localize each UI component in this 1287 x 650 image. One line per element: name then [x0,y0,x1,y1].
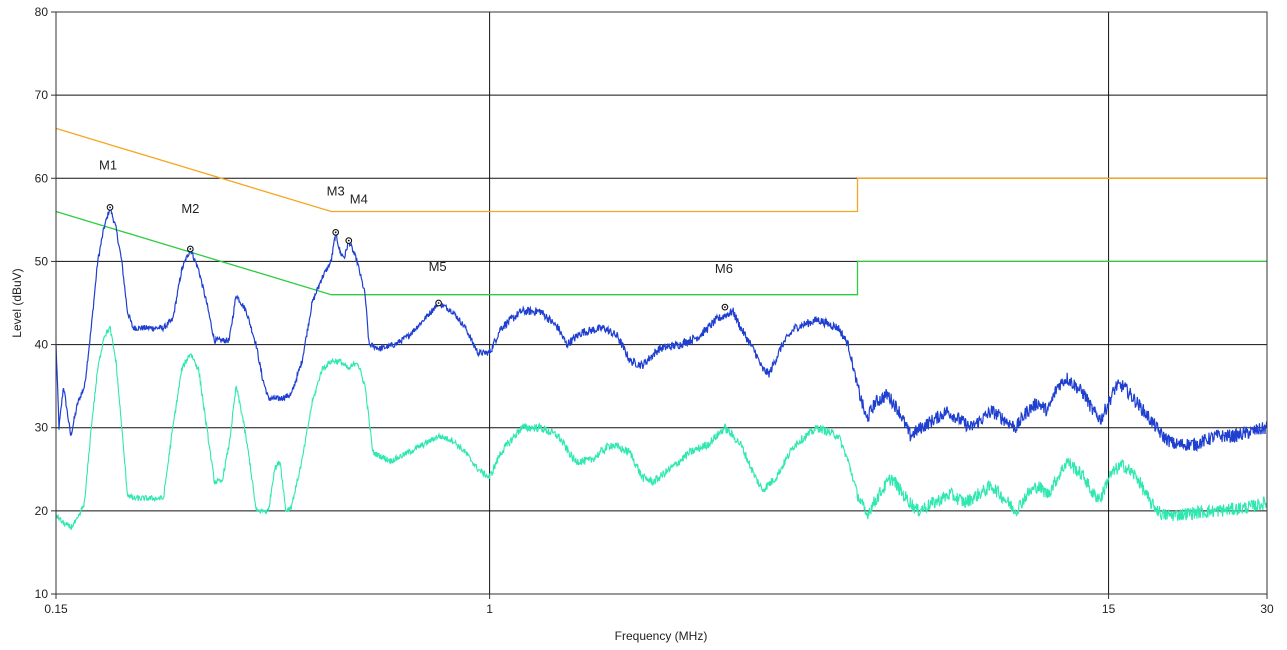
x-axis-label: Frequency (MHz) [615,629,708,643]
x-tick-label: 15 [1102,602,1116,616]
series-group [55,127,1268,531]
x-tick-label: 0.15 [44,602,68,616]
peak-trace [55,205,1268,452]
marker-dot [189,248,192,250]
marker-dot [109,206,111,209]
average-trace [55,325,1268,531]
limit-line [55,210,1267,296]
y-axis-label: Level (dBuV) [10,268,24,337]
marker-label: M2 [181,201,199,216]
markers-group: M1 M2 M3 M4 M5 M6 [99,157,733,311]
marker-label: M5 [429,259,447,274]
marker-dot [437,302,440,304]
y-tick-label: 60 [35,171,49,185]
x-tick-label: 30 [1260,602,1274,616]
marker-label: M1 [99,157,117,172]
plot-frame [55,11,1268,595]
marker-label: M4 [350,192,368,207]
limit-line [55,127,1267,213]
y-tick-label: 70 [35,88,49,102]
y-tick-label: 40 [35,338,49,352]
tick-labels: 10 20 30 40 50 60 70 80 0.15 1 15 30 [35,5,1274,616]
marker-label: M3 [327,183,345,198]
marker-dot [334,231,337,234]
y-tick-label: 20 [35,504,49,518]
marker-label: M6 [715,261,733,276]
y-tick-label: 10 [35,587,49,601]
x-tick-label: 1 [486,602,493,616]
y-tick-label: 80 [35,5,49,19]
marker-dot [724,306,726,309]
y-tick-label: 30 [35,421,49,435]
marker-dot [347,239,350,242]
y-tick-label: 50 [35,254,49,268]
